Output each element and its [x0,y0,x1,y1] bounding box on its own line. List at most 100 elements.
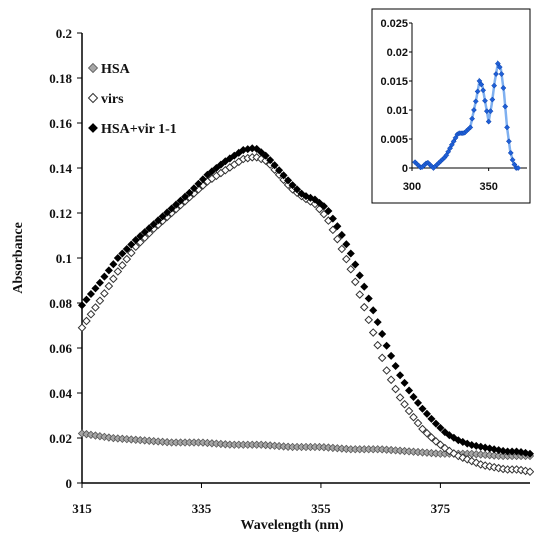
data-point [458,437,467,446]
data-point [86,309,96,319]
data-point [118,261,127,270]
inset-data-point [498,71,505,77]
data-point [315,198,324,207]
inset-series-line [412,59,522,171]
main-y-ticks: 0 0.02 0.04 0.06 0.08 0.1 0.12 0.14 0.16 0.18 0.2 [49,26,82,491]
inset-data-point [480,87,487,94]
data-point [328,214,337,223]
data-point [198,175,207,184]
inset-chart: 0 0.005 0.01 0.015 0.02 0.025 300 350 [371,8,531,204]
data-point [100,289,109,298]
data-point [104,281,114,291]
inset-data-point [515,165,522,171]
data-point [418,424,427,434]
data-point [172,200,181,209]
inset-data-point [505,138,512,145]
data-point [333,234,342,244]
data-point [149,220,158,229]
data-point [77,301,87,310]
inset-y-tick-label: 0.01 [387,105,408,117]
data-point [328,225,338,235]
data-point [181,192,190,201]
data-point [481,443,490,452]
data-point [368,328,378,337]
data-point [445,431,454,440]
data-point [351,260,360,269]
data-point [350,277,360,287]
data-point [91,284,100,293]
inset-x-tick-label: 300 [403,181,421,193]
inset-data-point [491,82,498,89]
data-point [391,361,400,371]
data-point [122,244,131,254]
x-tick-label: 335 [192,501,212,516]
data-point [427,433,436,442]
data-point [400,378,409,387]
data-point [346,249,355,258]
y-tick-label: 0.1 [56,251,72,266]
data-point [378,329,387,338]
legend-marker-virs [87,92,99,104]
data-point [333,222,342,231]
data-point [118,249,127,258]
data-point [382,366,391,375]
data-point [82,316,91,326]
data-point [431,419,440,428]
data-point [373,340,382,350]
data-point [185,188,194,197]
data-point [154,216,163,225]
y-tick-label: 0.18 [49,71,72,86]
data-point [364,294,373,303]
main-x-ticks: 315 335 355 375 [72,483,451,516]
data-point [136,232,145,241]
data-point [413,418,423,428]
data-point [525,449,534,458]
data-point [167,204,176,213]
legend-label-hsa-vir: HSA+vir 1-1 [101,122,177,137]
data-point [284,176,293,185]
data-point [113,253,122,263]
inset-data-point [467,124,474,131]
data-point [369,306,378,315]
series-hsa-vir-1-1 [77,144,534,458]
inset-x-tick-label: 350 [479,181,497,193]
data-point [194,179,203,188]
data-point [391,384,400,394]
data-point [100,272,109,281]
data-point [395,393,405,402]
y-tick-label: 0.04 [49,386,72,401]
inset-data-point [489,96,496,103]
inset-data-point [500,85,507,91]
data-point [404,406,414,416]
data-point [400,399,409,409]
data-point [145,224,154,233]
inset-data-point [469,115,476,122]
data-point [360,282,369,291]
data-point [257,148,266,157]
data-point [261,151,270,160]
legend-label-hsa: HSA [101,62,131,77]
legend-marker-hsa-vir [88,123,98,133]
x-axis-title: Wavelength (nm) [240,518,343,533]
data-point [440,428,449,437]
inset-data-point [472,98,479,105]
inset-y-tick-label: 0.015 [380,76,408,88]
data-point [113,267,123,276]
data-point [189,184,199,193]
data-point [104,266,113,275]
data-point [319,202,328,211]
y-tick-label: 0.2 [56,26,72,41]
x-tick-label: 315 [72,501,92,516]
data-point [396,371,405,380]
data-point [373,318,382,327]
data-point [216,160,225,169]
legend-marker-hsa [87,62,99,74]
data-point [131,235,140,245]
inset-y-tick-label: 0.025 [380,18,408,30]
data-point [422,428,432,438]
inset-data-point [478,81,485,88]
inset-data-point [482,97,488,104]
inset-data-point [496,64,503,71]
data-point [293,185,302,194]
